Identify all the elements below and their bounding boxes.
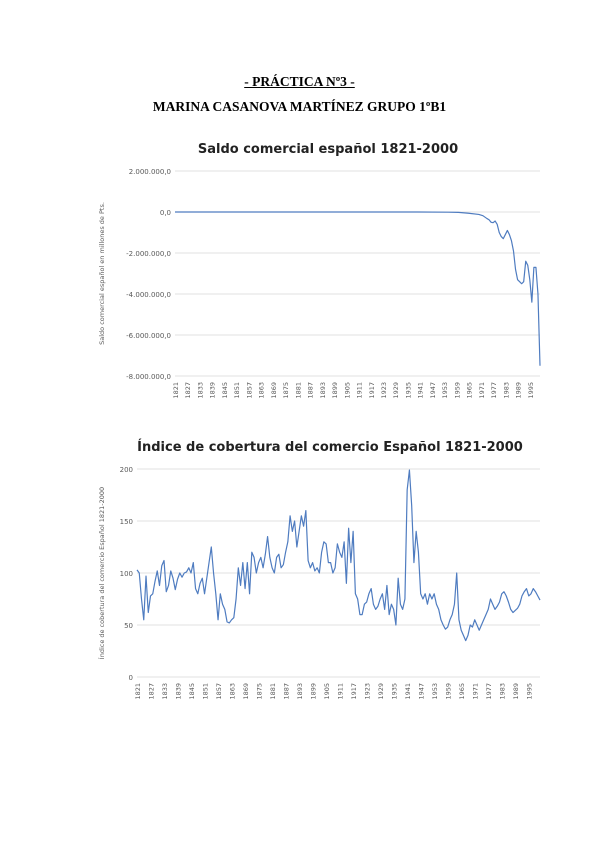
- x-tick-label: 1917: [368, 382, 376, 399]
- x-tick-label: 1857: [245, 382, 253, 399]
- x-tick-label: 1899: [310, 683, 318, 700]
- x-tick-label: 1869: [242, 683, 250, 700]
- x-tick-label: 1971: [478, 382, 486, 399]
- document-subtitle: MARINA CASANOVA MARTÍNEZ GRUPO 1ºB1: [152, 99, 447, 114]
- x-tick-label: 1953: [441, 382, 449, 399]
- x-tick-label: 1935: [404, 382, 412, 399]
- series-line: [175, 211, 541, 366]
- x-tick-label: 1869: [270, 382, 278, 399]
- x-tick-label: 1977: [490, 382, 498, 399]
- x-tick-label: 1965: [466, 382, 474, 399]
- x-tick-label: 1881: [269, 683, 277, 700]
- y-tick-label: 200: [120, 466, 133, 474]
- x-tick-label: 1917: [350, 683, 358, 700]
- y-tick-label: -6.000.000,0: [126, 332, 171, 340]
- x-tick-label: 1863: [229, 683, 237, 700]
- y-tick-label: -4.000.000,0: [126, 291, 171, 299]
- y-tick-label: 100: [120, 570, 133, 578]
- x-tick-label: 1893: [319, 382, 327, 399]
- x-tick-label: 1959: [445, 683, 453, 700]
- x-tick-label: 1983: [502, 382, 510, 399]
- x-tick-label: 1977: [485, 683, 493, 700]
- x-tick-label: 1947: [418, 683, 426, 700]
- x-tick-label: 1923: [380, 382, 388, 399]
- x-tick-label: 1839: [175, 683, 183, 700]
- x-tick-label: 1851: [202, 683, 210, 700]
- x-tick-label: 1833: [161, 683, 169, 700]
- y-tick-label: 0,0: [160, 209, 171, 217]
- x-tick-label: 1863: [258, 382, 266, 399]
- x-tick-label: 1875: [282, 382, 290, 399]
- x-tick-label: 1893: [296, 683, 304, 700]
- x-tick-label: 1821: [134, 683, 142, 700]
- x-tick-label: 1833: [196, 382, 204, 399]
- x-tick-label: 1989: [515, 382, 523, 399]
- x-tick-label: 1995: [526, 683, 534, 700]
- x-tick-label: 1899: [331, 382, 339, 399]
- series-line: [136, 469, 541, 642]
- x-tick-label: 1827: [184, 382, 192, 399]
- chart-title: Índice de cobertura del comercio Español…: [137, 439, 523, 455]
- x-tick-label: 1947: [429, 382, 437, 399]
- x-tick-label: 1983: [499, 683, 507, 700]
- x-tick-label: 1887: [307, 382, 315, 399]
- x-tick-label: 1953: [431, 683, 439, 700]
- x-tick-label: 1821: [172, 382, 180, 399]
- x-tick-label: 1851: [233, 382, 241, 399]
- x-tick-label: 1971: [472, 683, 480, 700]
- y-tick-label: 2.000.000,0: [129, 168, 171, 176]
- x-tick-label: 1941: [417, 382, 425, 399]
- y-axis-label: Saldo comercial español en millones de P…: [98, 202, 106, 345]
- x-tick-label: 1845: [188, 683, 196, 700]
- y-tick-label: 150: [120, 518, 133, 526]
- x-tick-label: 1959: [453, 382, 461, 399]
- x-tick-label: 1935: [391, 683, 399, 700]
- y-tick-label: 0: [129, 674, 133, 682]
- x-tick-label: 1881: [294, 382, 302, 399]
- x-tick-label: 1839: [209, 382, 217, 399]
- x-tick-label: 1929: [377, 683, 385, 700]
- document-title: - PRÁCTICA Nº3 -: [244, 74, 355, 89]
- x-tick-label: 1941: [404, 683, 412, 700]
- x-tick-label: 1905: [323, 683, 331, 700]
- y-tick-label: -8.000.000,0: [126, 373, 171, 381]
- chart-title: Saldo comercial español 1821-2000: [198, 142, 458, 157]
- x-tick-label: 1875: [256, 683, 264, 700]
- x-tick-label: 1857: [215, 683, 223, 700]
- x-tick-label: 1827: [148, 683, 156, 700]
- x-tick-label: 1989: [512, 683, 520, 700]
- x-tick-label: 1911: [356, 382, 364, 399]
- x-tick-label: 1905: [343, 382, 351, 399]
- y-tick-label: -2.000.000,0: [126, 250, 171, 258]
- x-tick-label: 1923: [364, 683, 372, 700]
- x-tick-label: 1929: [392, 382, 400, 399]
- x-tick-label: 1845: [221, 382, 229, 399]
- y-tick-label: 50: [124, 622, 133, 630]
- y-axis-label: Índice de cobertura del comercio Español…: [97, 487, 106, 659]
- x-tick-label: 1995: [527, 382, 535, 399]
- x-tick-label: 1965: [458, 683, 466, 700]
- x-tick-label: 1911: [337, 683, 345, 700]
- x-tick-label: 1887: [283, 683, 291, 700]
